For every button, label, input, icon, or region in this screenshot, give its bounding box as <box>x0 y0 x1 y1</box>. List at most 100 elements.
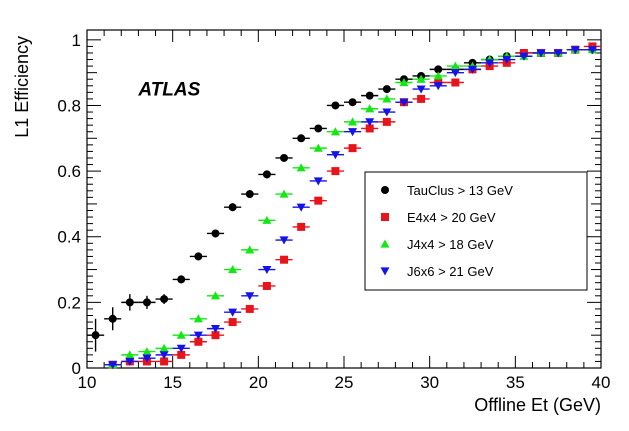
data-point <box>314 124 323 133</box>
data-point <box>348 144 357 153</box>
x-tick-label: 10 <box>78 373 97 392</box>
data-point <box>314 196 323 205</box>
x-tick-label: 25 <box>335 373 354 392</box>
data-point <box>468 65 477 74</box>
data-point <box>313 177 323 186</box>
data-point <box>176 330 186 339</box>
legend-label: TauClus > 13 GeV <box>407 183 513 198</box>
data-point <box>450 61 460 70</box>
data-point <box>296 203 306 212</box>
data-point <box>211 291 220 300</box>
x-axis-title: Offline Et (GeV) <box>474 395 601 415</box>
data-point <box>382 117 391 126</box>
data-point <box>297 222 306 231</box>
data-point <box>348 128 358 137</box>
data-point <box>434 65 443 74</box>
atlas-annotation: ATLAS <box>137 80 200 101</box>
data-point <box>159 351 169 360</box>
data-point <box>365 124 374 133</box>
legend-entry: TauClus > 13 GeV <box>381 183 513 198</box>
data-point <box>331 101 340 110</box>
data-point <box>365 118 375 127</box>
series-triangle-down <box>104 46 601 370</box>
data-point <box>450 69 460 78</box>
data-point <box>177 350 186 359</box>
data-point <box>417 94 426 103</box>
data-point <box>330 151 340 160</box>
series-layer <box>87 42 601 370</box>
data-point <box>399 78 409 87</box>
data-point <box>553 49 563 58</box>
legend-label: E4x4 > 20 GeV <box>407 210 496 225</box>
data-point <box>228 203 237 212</box>
legend-label: J4x4 > 18 GeV <box>407 237 494 252</box>
data-point <box>382 85 391 94</box>
data-point <box>587 46 597 55</box>
data-point <box>536 49 546 58</box>
data-point <box>125 298 134 307</box>
data-point <box>279 236 289 245</box>
data-point <box>502 55 512 65</box>
data-point <box>245 245 255 254</box>
data-point <box>416 85 426 94</box>
data-point <box>433 71 443 80</box>
y-tick-label: 0.8 <box>57 96 81 115</box>
data-point <box>125 357 135 366</box>
legend-entry: J6x6 > 21 GeV <box>380 264 494 279</box>
y-tick-label: 0.2 <box>57 293 81 312</box>
data-point <box>160 295 169 304</box>
data-point <box>380 267 390 276</box>
legend-box <box>364 171 588 291</box>
data-point <box>245 292 255 301</box>
data-point <box>331 167 340 176</box>
legend: TauClus > 13 GeV E4x4 > 20 GeV J4x4 > 18 G… <box>364 171 588 291</box>
data-point <box>159 343 169 352</box>
data-point <box>433 82 443 91</box>
data-point <box>211 331 220 340</box>
x-tick-label: 20 <box>249 373 268 392</box>
data-point <box>91 331 100 340</box>
y-tick-label: 0.4 <box>57 228 81 247</box>
x-tick-label: 15 <box>163 373 182 392</box>
legend-entry: E4x4 > 20 GeV <box>381 210 496 225</box>
data-point <box>382 94 392 103</box>
data-point <box>142 347 152 356</box>
data-point <box>177 275 186 284</box>
data-point <box>176 344 186 353</box>
data-point <box>108 361 118 370</box>
legend-label: J6x6 > 21 GeV <box>407 264 494 279</box>
data-point <box>381 186 389 194</box>
legend-entry: J4x4 > 18 GeV <box>380 237 494 252</box>
data-point <box>245 304 254 313</box>
data-point <box>194 252 203 261</box>
data-point <box>194 337 203 346</box>
data-point <box>451 78 460 87</box>
data-point <box>313 143 323 152</box>
data-point <box>416 74 426 83</box>
data-point <box>193 331 203 340</box>
x-tick-label: 40 <box>592 373 611 392</box>
data-point <box>228 318 237 327</box>
data-point <box>193 314 203 323</box>
data-point <box>262 170 271 179</box>
data-point <box>280 255 289 264</box>
x-tick-label: 35 <box>506 373 525 392</box>
data-point <box>297 134 306 143</box>
data-point <box>108 314 117 323</box>
data-point <box>570 46 580 55</box>
data-point <box>262 265 272 275</box>
data-point <box>399 98 409 107</box>
data-point <box>382 108 392 117</box>
data-point <box>211 325 220 334</box>
y-tick-label: 0.6 <box>57 162 81 181</box>
data-point <box>365 104 375 113</box>
data-point <box>142 298 151 307</box>
data-point <box>296 163 306 172</box>
data-point <box>262 215 272 224</box>
data-point <box>485 59 495 68</box>
y-axis-title: L1 Efficiency <box>12 36 32 138</box>
y-tick-label: 0 <box>72 359 81 378</box>
data-point <box>348 117 358 126</box>
